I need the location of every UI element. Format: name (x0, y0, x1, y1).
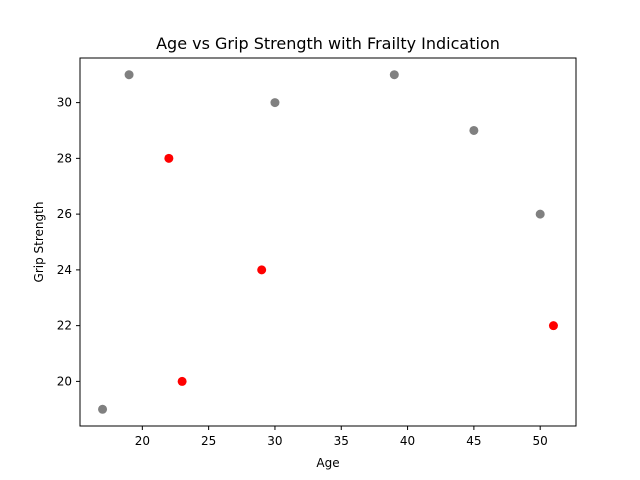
y-tick-label-2: 24 (57, 263, 72, 277)
x-tick-label-5: 45 (466, 434, 481, 448)
x-tick-label-3: 35 (334, 434, 349, 448)
data-point-3 (469, 125, 479, 135)
x-axis-label: Age (316, 456, 339, 470)
chart-title: Age vs Grip Strength with Frailty Indica… (156, 34, 500, 53)
plot-area (98, 70, 558, 414)
x-axis: 20 25 30 35 40 45 50 (135, 426, 548, 448)
x-tick-label-1: 25 (201, 434, 216, 448)
y-tick-label-3: 26 (57, 207, 72, 221)
data-point-6 (164, 153, 174, 163)
data-point-5 (98, 404, 108, 414)
x-tick-label-2: 30 (267, 434, 282, 448)
plot-frame (79, 57, 577, 427)
data-point-2 (389, 70, 399, 80)
y-tick-label-5: 30 (57, 96, 72, 110)
data-point-7 (257, 265, 267, 275)
data-point-9 (548, 321, 558, 331)
x-tick-label-0: 20 (135, 434, 150, 448)
data-point-1 (270, 98, 280, 108)
data-point-0 (124, 70, 134, 80)
x-tick-label-6: 50 (533, 434, 548, 448)
y-tick-label-0: 20 (57, 374, 72, 388)
y-axis-label: Grip Strength (32, 202, 46, 283)
y-axis: 20 22 24 26 28 30 (57, 96, 80, 388)
data-point-8 (177, 376, 187, 386)
x-tick-label-4: 40 (400, 434, 415, 448)
y-tick-label-1: 22 (57, 319, 72, 333)
y-tick-label-4: 28 (57, 151, 72, 165)
data-point-4 (535, 209, 545, 219)
